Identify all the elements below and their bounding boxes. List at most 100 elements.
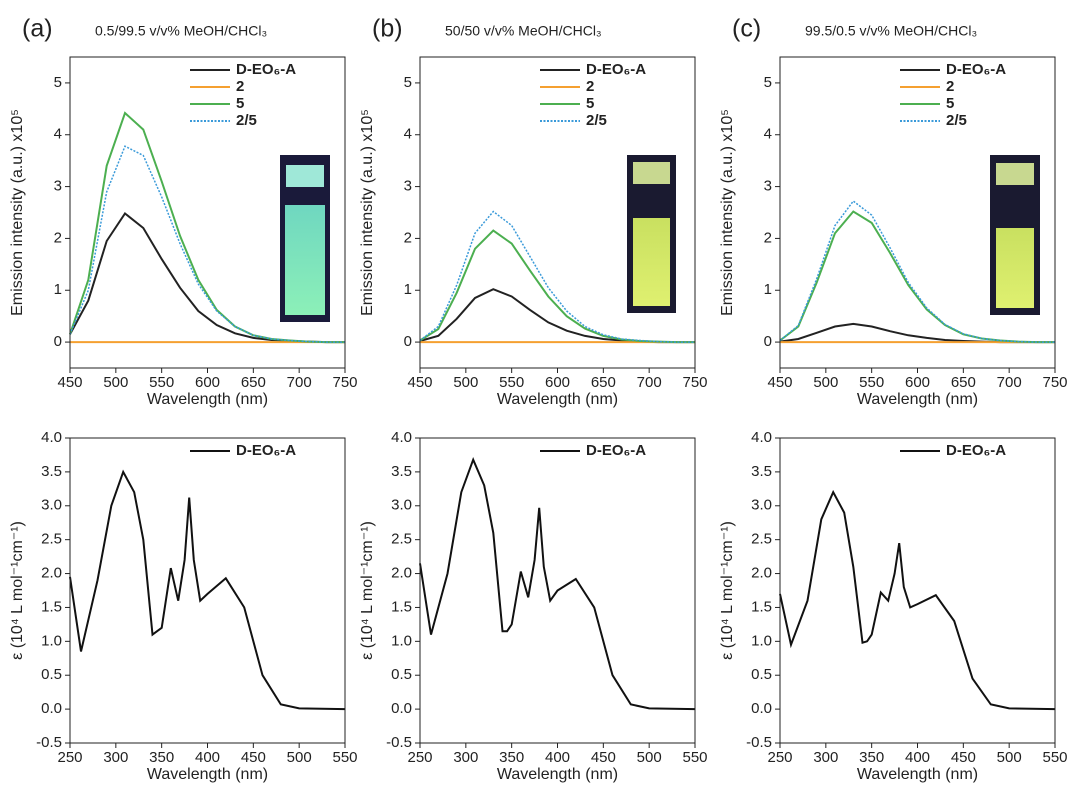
legend-label: 5 <box>586 95 594 112</box>
y-tick-label: 2 <box>404 229 412 246</box>
y-tick-label: 0 <box>404 333 412 350</box>
x-tick-label: 300 <box>453 749 478 766</box>
x-tick-label: 550 <box>499 374 524 391</box>
legend-label: D-EO₆-A <box>946 61 1006 78</box>
legend-label: 2 <box>586 78 594 95</box>
legend-label: D-EO₆-A <box>236 61 296 78</box>
x-tick-label: 750 <box>682 374 707 391</box>
x-tick-label: 300 <box>103 749 128 766</box>
y-tick-label: -0.5 <box>746 734 772 751</box>
legend-label: 2 <box>236 78 244 95</box>
x-tick-label: 500 <box>103 374 128 391</box>
chart-title: 99.5/0.5 v/v% MeOH/CHCl₃ <box>805 23 977 39</box>
x-tick-label: 450 <box>57 374 82 391</box>
y-tick-label: 2 <box>764 229 772 246</box>
y-tick-label: 3 <box>404 178 412 195</box>
x-axis-label: Wavelength (nm) <box>497 766 618 783</box>
x-tick-label: 700 <box>287 374 312 391</box>
x-tick-label: 650 <box>591 374 616 391</box>
y-tick-label: 4 <box>764 126 772 143</box>
y-axis-label: Emission intensity (a.u.) x10⁵ <box>9 109 26 316</box>
x-tick-label: 550 <box>859 374 884 391</box>
axes-frame <box>69 56 346 369</box>
y-axis-label: ε (10⁴ L mol⁻¹cm⁻¹) <box>9 521 26 660</box>
y-tick-label: 0.5 <box>391 666 412 683</box>
data-line <box>419 229 695 344</box>
y-tick-label: 0 <box>54 333 62 350</box>
y-tick-label: 1.0 <box>751 632 772 649</box>
x-tick-label: 350 <box>859 749 884 766</box>
data-line <box>779 210 1055 344</box>
y-tick-label: -0.5 <box>36 734 62 751</box>
y-tick-label: 2.5 <box>41 531 62 548</box>
y-tick-label: 5 <box>54 74 62 91</box>
legend-label: D-EO₆-A <box>586 61 646 78</box>
y-axis-label: ε (10⁴ L mol⁻¹cm⁻¹) <box>719 521 736 660</box>
x-tick-label: 550 <box>682 749 707 766</box>
y-axis-label: Emission intensity (a.u.) x10⁵ <box>359 109 376 316</box>
y-tick-label: 2.0 <box>391 565 412 582</box>
legend-label: 2/5 <box>586 112 607 129</box>
x-tick-label: 650 <box>951 374 976 391</box>
y-tick-label: 0.5 <box>751 666 772 683</box>
axes-frame <box>69 437 346 744</box>
x-tick-label: 700 <box>637 374 662 391</box>
axes-frame <box>419 437 696 744</box>
legend-label: 2/5 <box>236 112 257 129</box>
x-tick-label: 600 <box>905 374 930 391</box>
x-axis-label: Wavelength (nm) <box>147 391 268 408</box>
y-tick-label: 0 <box>764 333 772 350</box>
y-tick-label: 1 <box>404 281 412 298</box>
panel-label: (c) <box>732 15 761 43</box>
x-tick-label: 700 <box>997 374 1022 391</box>
data-line <box>779 322 1055 344</box>
legend-label: 5 <box>236 95 244 112</box>
chart-title: 0.5/99.5 v/v% MeOH/CHCl₃ <box>95 23 267 39</box>
x-tick-label: 600 <box>195 374 220 391</box>
y-tick-label: 2.0 <box>41 565 62 582</box>
vial-photo <box>627 155 676 313</box>
y-tick-label: -0.5 <box>386 734 412 751</box>
y-axis-label: Emission intensity (a.u.) x10⁵ <box>719 109 736 316</box>
y-tick-label: 4 <box>404 126 412 143</box>
x-tick-label: 450 <box>951 749 976 766</box>
x-tick-label: 550 <box>332 749 357 766</box>
legend-label: 2 <box>946 78 954 95</box>
y-tick-label: 1.0 <box>391 632 412 649</box>
y-tick-label: 1.5 <box>41 598 62 615</box>
x-tick-label: 500 <box>813 374 838 391</box>
y-tick-label: 3.5 <box>41 463 62 480</box>
y-tick-label: 1.5 <box>751 598 772 615</box>
y-tick-label: 0.0 <box>41 700 62 717</box>
y-tick-label: 3.0 <box>41 497 62 514</box>
x-tick-label: 350 <box>149 749 174 766</box>
legend-label: 5 <box>946 95 954 112</box>
y-tick-label: 2.5 <box>391 531 412 548</box>
x-tick-label: 350 <box>499 749 524 766</box>
panel-label: (b) <box>372 15 403 43</box>
y-tick-label: 0.5 <box>41 666 62 683</box>
x-tick-label: 650 <box>241 374 266 391</box>
y-tick-label: 3.5 <box>751 463 772 480</box>
x-tick-label: 500 <box>637 749 662 766</box>
x-tick-label: 250 <box>407 749 432 766</box>
y-tick-label: 5 <box>404 74 412 91</box>
y-axis-label: ε (10⁴ L mol⁻¹cm⁻¹) <box>359 521 376 660</box>
data-line <box>779 489 1056 711</box>
axes-frame <box>419 56 696 369</box>
x-tick-label: 450 <box>591 749 616 766</box>
axes-frame <box>779 56 1056 369</box>
data-line <box>69 145 345 343</box>
x-tick-label: 400 <box>905 749 930 766</box>
x-tick-label: 250 <box>767 749 792 766</box>
y-tick-label: 3.0 <box>751 497 772 514</box>
x-axis-label: Wavelength (nm) <box>857 391 978 408</box>
x-tick-label: 500 <box>997 749 1022 766</box>
y-tick-label: 4.0 <box>41 429 62 446</box>
y-tick-label: 3 <box>764 178 772 195</box>
panel-label: (a) <box>22 15 53 43</box>
data-line <box>419 210 695 343</box>
x-tick-label: 500 <box>453 374 478 391</box>
x-axis-label: Wavelength (nm) <box>147 766 268 783</box>
